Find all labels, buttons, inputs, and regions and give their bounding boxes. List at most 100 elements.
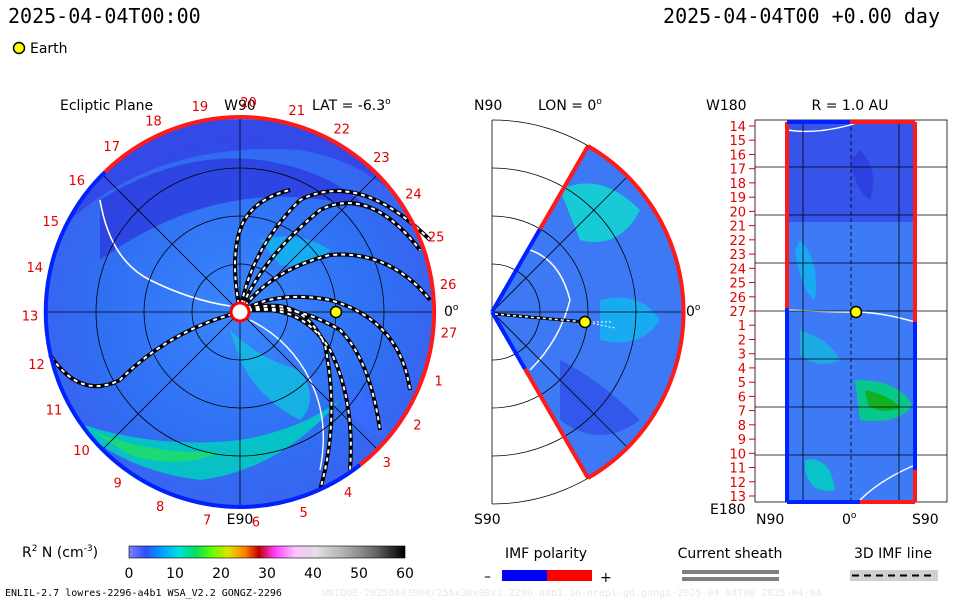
rsurface-row-label: 17: [729, 163, 746, 178]
rsurface-row-label: 5: [738, 376, 746, 391]
ecliptic-title: Ecliptic Plane: [60, 98, 153, 114]
meridional-earth-marker: [578, 315, 592, 329]
rsurface-bottom-mid: 0o: [842, 511, 857, 528]
footer-right: UNIQUE-20250403000/256x30x90x1.2296-a4b1…: [322, 588, 822, 599]
rsurface-row-label: 6: [738, 390, 746, 405]
rsurface-row-labels: 1415161718192021222324252627123456789101…: [729, 120, 755, 505]
carrington-label: 18: [145, 115, 162, 130]
imf-polarity-legend: IMF polarity – +: [484, 546, 612, 586]
colorbar-tick-label: 60: [396, 566, 414, 582]
rsurface-polarity-edges: [785, 120, 917, 504]
meridional-s-label: S90: [474, 512, 501, 528]
meridional-lon-label: LON = 0o: [538, 97, 602, 114]
carrington-label: 5: [300, 506, 308, 521]
rsurface-row-label: 27: [729, 305, 746, 320]
rsurface-row-label: 14: [729, 120, 746, 135]
colorbar-tick-label: 10: [166, 566, 184, 582]
rsurface-row-label: 8: [738, 419, 746, 434]
rsurface-row-label: 26: [729, 291, 746, 306]
rsurface-row-label: 12: [729, 476, 746, 491]
carrington-label: 27: [441, 327, 458, 342]
imf-polarity-title: IMF polarity: [505, 546, 587, 562]
rsurface-w-label: W180: [706, 98, 747, 114]
carrington-label: 24: [405, 188, 422, 203]
colorbar: R2 N (cm-3) 0 10 20 30 40 50 60: [22, 544, 414, 582]
carrington-label: 26: [440, 278, 457, 293]
rsurface-e-label: E180: [710, 502, 746, 518]
rsurface-r-label: R = 1.0 AU: [812, 98, 889, 114]
ecliptic-lat-label: LAT = -6.3o: [312, 97, 391, 114]
current-sheath-legend: Current sheath: [678, 546, 783, 581]
carrington-label: 6: [252, 515, 260, 530]
rsurface-row-label: 10: [729, 447, 746, 462]
ecliptic-earth-marker: [329, 305, 343, 319]
carrington-label: 15: [42, 215, 59, 230]
carrington-label: 12: [28, 358, 45, 373]
carrington-label: 8: [156, 500, 164, 515]
rsurface-row-label: 20: [729, 205, 746, 220]
colorbar-tick-label: 30: [258, 566, 276, 582]
carrington-label: 17: [103, 140, 120, 155]
header-right-time: 2025-04-04T00 +0.00 day: [663, 4, 940, 28]
rsurface-row-label: 21: [729, 220, 746, 235]
ecliptic-polarity-ring: [43, 115, 437, 510]
rsurface-bottom-left: N90: [756, 512, 784, 528]
colorbar-tick-label: 40: [304, 566, 322, 582]
earth-legend-icon: [12, 41, 26, 55]
rsurface-row-label: 1: [738, 319, 746, 334]
carrington-label: 14: [27, 261, 44, 276]
ecliptic-panel: Ecliptic Plane W90 LAT = -6.3o E90 0o: [22, 96, 459, 530]
carrington-label: 21: [288, 104, 305, 119]
rsurface-row-label: 3: [738, 348, 746, 363]
footer-left: ENLIL-2.7 lowres-2296-a4b1 WSA_V2.2 GONG…: [5, 588, 282, 599]
imf-minus: –: [484, 569, 491, 585]
rsurface-bottom-right: S90: [912, 512, 939, 528]
rsurface-row-label: 16: [729, 149, 746, 164]
ecliptic-zero-label: 0o: [444, 303, 459, 320]
rsurface-row-label: 22: [729, 234, 746, 249]
imf-positive-swatch: [547, 570, 592, 581]
ecliptic-e-label: E90: [227, 512, 254, 528]
rsurface-row-label: 25: [729, 277, 746, 292]
r-surface-panel: W180 R = 1.0 AU E180 N90 0o S90: [706, 98, 948, 528]
colorbar-ticks: 0 10 20 30 40 50 60: [125, 566, 414, 582]
carrington-label: 3: [383, 456, 391, 471]
colorbar-tick-label: 50: [350, 566, 368, 582]
current-sheath-title: Current sheath: [678, 546, 783, 562]
ecliptic-carrington-labels: 19 20212223242526271234567891011121314151…: [22, 96, 458, 530]
current-sheath-swatch-top: [682, 570, 779, 574]
carrington-label: 13: [22, 310, 39, 325]
colorbar-tick-label: 20: [212, 566, 230, 582]
carrington-label: 19: [192, 100, 209, 115]
imf-line-legend: 3D IMF line: [850, 546, 938, 581]
carrington-label: 10: [73, 444, 90, 459]
rsurface-row-label: 18: [729, 177, 746, 192]
imf-line-title: 3D IMF line: [854, 546, 932, 562]
rsurface-row-label: 9: [738, 433, 746, 448]
imf-negative-swatch: [502, 570, 547, 581]
carrington-label: 25: [428, 231, 445, 246]
colorbar-gradient: [128, 545, 406, 559]
colorbar-tick-label: 0: [125, 566, 134, 582]
rsurface-row-label: 19: [729, 191, 746, 206]
rsurface-row-label: 24: [729, 262, 746, 277]
rsurface-row-label: 13: [729, 490, 746, 505]
ecliptic-w-label: W90: [224, 98, 256, 114]
carrington-label: 23: [373, 151, 390, 166]
rsurface-row-label: 15: [729, 134, 746, 149]
meridional-density-field: [492, 146, 684, 478]
carrington-label: 4: [344, 486, 352, 501]
rsurface-earth-marker: [849, 305, 863, 319]
carrington-label: 20: [240, 96, 257, 111]
sun-inner-boundary: [229, 301, 251, 323]
carrington-label: 16: [69, 174, 86, 189]
ecliptic-imf-lines: [48, 188, 432, 491]
carrington-label: 7: [203, 513, 211, 528]
meridional-zero-label: 0o: [686, 303, 701, 320]
carrington-label: 9: [113, 477, 121, 492]
header-left-time: 2025-04-04T00:00: [8, 4, 201, 28]
meridional-panel: N90 LON = 0o S90 0o: [474, 97, 701, 528]
carrington-label: 11: [46, 404, 63, 419]
rsurface-row-label: 7: [738, 405, 746, 420]
